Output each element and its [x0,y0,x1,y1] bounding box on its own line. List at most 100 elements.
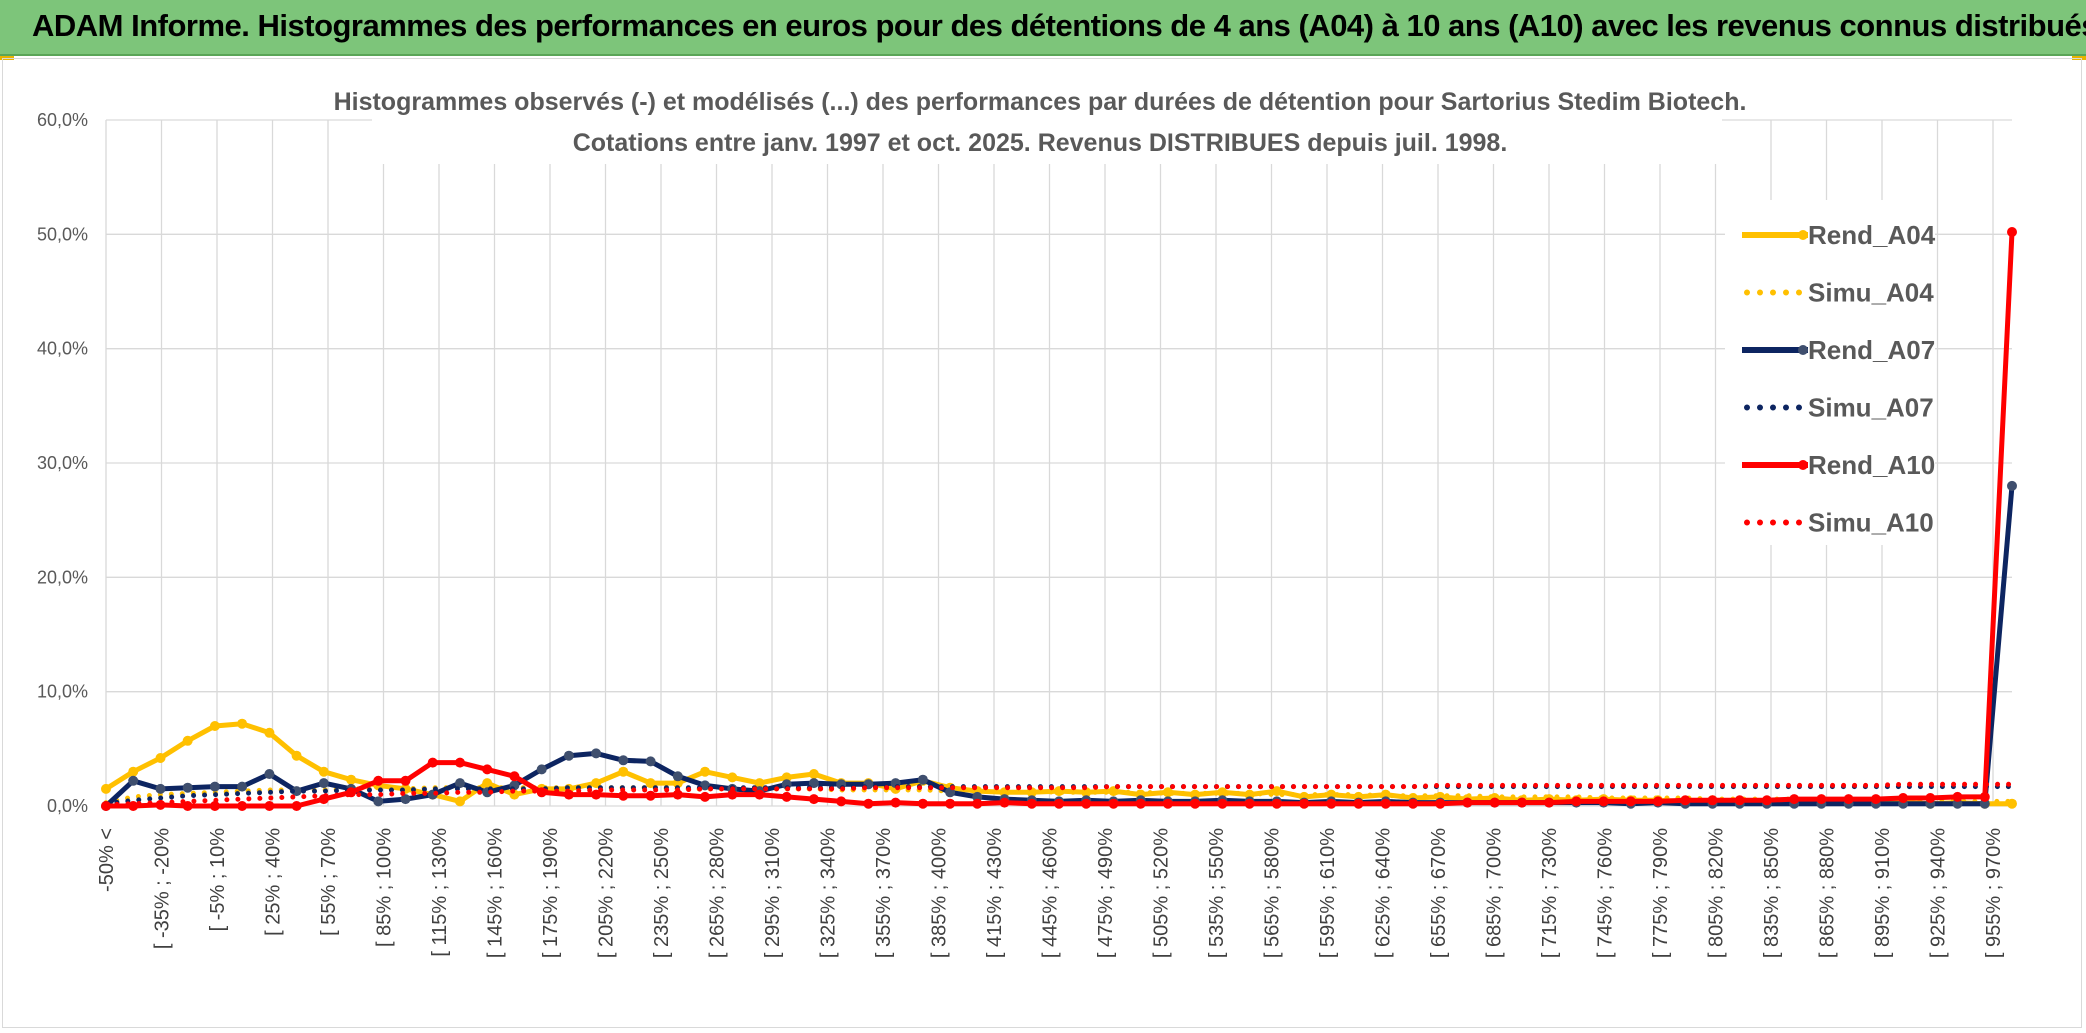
legend-box [1725,200,1935,545]
x-tick-label: [ 715% ; 730% [1539,828,1561,958]
x-tick-label: [ 625% ; 640% [1373,828,1395,958]
x-tick-label: [ 895% ; 910% [1872,828,1894,958]
data-point [291,801,302,811]
data-point [128,801,139,811]
data-point [1326,798,1337,809]
chart-title-line2: Cotations entre janv. 1997 et oct. 2025.… [573,129,1508,157]
data-point [1843,794,1854,805]
data-point [781,772,792,783]
data-point [155,753,166,763]
data-point [455,796,465,807]
y-tick-label: 60,0% [37,110,88,130]
data-point [536,764,547,775]
series-line [103,784,2015,807]
data-point [1516,797,1527,808]
data-point [781,791,792,802]
series-rend-a04 [101,718,2017,809]
data-point [672,771,683,782]
data-point [808,794,819,805]
data-point [808,769,819,779]
data-point [1898,793,1909,803]
data-point [373,775,384,786]
y-axis: 0,0% 10,0% 20,0% 30,0% 40,0% 50,0% 60,0% [37,110,88,816]
data-point [346,774,357,785]
data-point [2007,480,2017,491]
x-tick-label: [ 175% ; 190% [540,828,562,958]
data-point [700,766,710,777]
x-axis: -50% < [ -35% ; -20% [ -5% ; 10% [ 25% ; 40… [96,828,2005,958]
data-point [618,755,629,766]
data-point [264,769,275,779]
data-point [264,801,275,811]
x-tick-label: [ -35% ; -20% [152,828,174,949]
legend-item-simu-a07: Simu_A07 [1744,393,1934,423]
data-point [945,798,956,809]
data-point [972,798,983,809]
data-point [455,757,465,768]
data-point [1162,798,1173,809]
data-point [645,778,656,789]
y-tick-label: 50,0% [37,224,88,244]
data-point [727,772,738,783]
x-tick-label: [ 505% ; 520% [1151,828,1173,958]
x-tick-label: -50% < [96,828,118,892]
y-tick-label: 0,0% [47,796,88,816]
page-title: ADAM Informe. Histogrammes des performan… [32,8,2086,43]
legend-marker [1798,230,1808,240]
data-point [563,750,574,761]
data-point [754,778,765,789]
data-point [1217,798,1228,809]
data-point [237,781,248,792]
x-tick-label: [ 685% ; 700% [1484,828,1506,958]
data-point [1190,798,1201,809]
data-point [1870,794,1881,805]
data-point [1625,796,1636,807]
data-point [1353,798,1364,809]
legend-item-simu-a10: Simu_A10 [1744,508,1934,538]
data-point [182,801,193,811]
data-point [1653,796,1663,807]
data-point [1135,798,1146,809]
y-tick-label: 10,0% [37,682,88,702]
data-point [727,789,738,800]
x-tick-label: [ 25% ; 40% [263,828,285,936]
data-point [1761,795,1772,806]
legend-label: Rend_A04 [1808,220,1936,250]
data-point [1380,798,1391,809]
x-tick-label: [ 865% ; 880% [1817,828,1839,958]
data-point [917,798,928,809]
data-point [291,750,302,761]
legend-label: Simu_A10 [1808,508,1934,538]
data-point [1271,798,1282,809]
data-point [182,735,193,746]
legend-item-rend-a07: Rend_A07 [1742,335,1935,365]
data-point [182,782,193,793]
x-tick-label: [ 775% ; 790% [1650,828,1672,958]
x-tick-label: [ 235% ; 250% [651,828,673,958]
data-point [1544,797,1555,808]
data-point [373,796,384,807]
x-tick-label: [ 955% ; 970% [1983,828,2005,958]
data-point [1816,794,1827,805]
data-point [1489,797,1500,808]
x-tick-label: [ 445% ; 460% [1040,828,1062,958]
data-point [509,771,520,782]
data-point [1462,797,1473,808]
data-point [591,778,602,789]
data-point [1217,787,1228,798]
data-point [917,774,928,785]
legend-item-rend-a10: Rend_A10 [1742,450,1935,480]
data-point [890,797,901,808]
y-tick-label: 20,0% [37,567,88,587]
data-point [863,798,874,809]
data-point [1734,795,1745,806]
data-point [1054,798,1064,809]
legend-item-rend-a04: Rend_A04 [1742,220,1936,250]
data-point [591,789,602,800]
data-point [1435,798,1446,809]
legend-marker [1798,345,1808,355]
x-tick-label: [ 475% ; 490% [1095,828,1117,958]
data-point [1299,798,1310,809]
data-point [2007,227,2017,237]
